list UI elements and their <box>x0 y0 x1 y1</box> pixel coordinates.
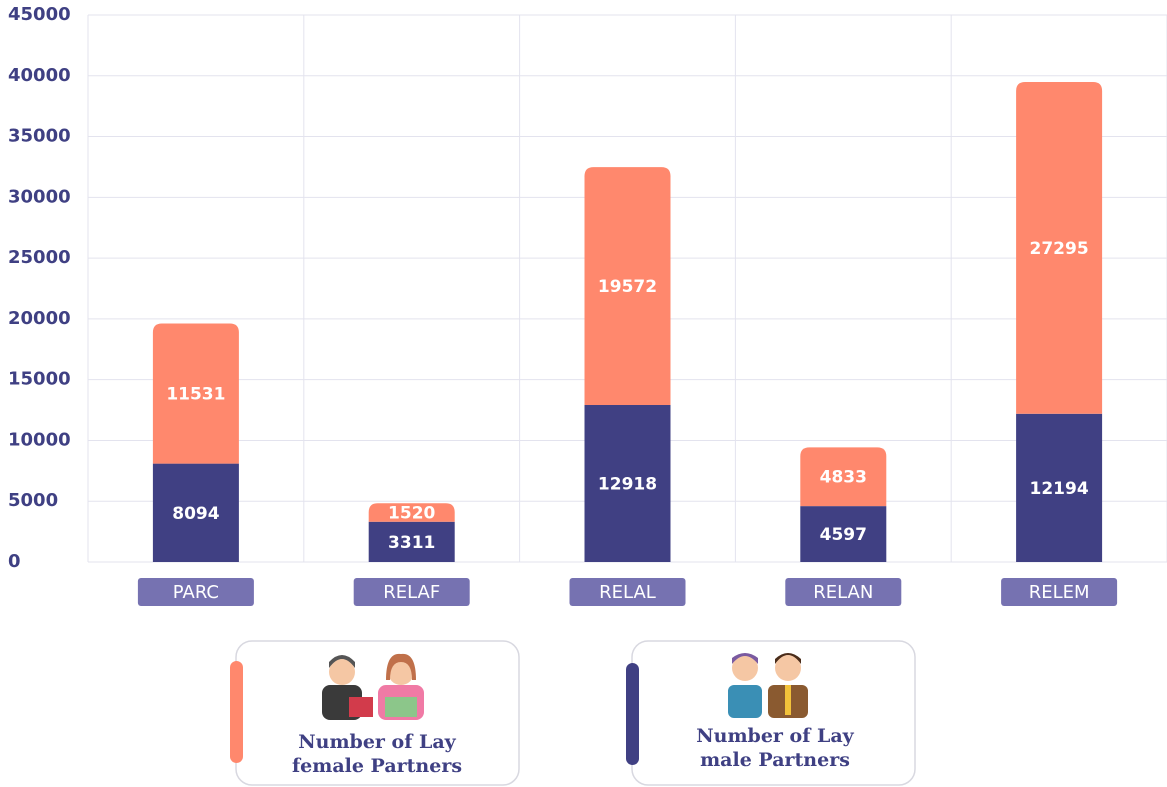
data-label: 3311 <box>388 533 435 553</box>
category-box <box>1001 578 1118 606</box>
category-box <box>785 578 902 606</box>
y-tick-label: 45000 <box>8 4 71 25</box>
y-tick-label: 0 <box>8 551 21 572</box>
x-tick-label: RELEM <box>1029 582 1090 603</box>
data-label: 4597 <box>820 525 867 545</box>
y-tick-label: 10000 <box>8 429 71 450</box>
bar-segment <box>152 463 239 562</box>
x-tick-label: PARC <box>173 582 219 603</box>
x-tick-label: RELAN <box>813 582 873 603</box>
category-box <box>353 578 470 606</box>
bar-segment <box>584 167 671 405</box>
data-label: 12194 <box>1030 479 1089 499</box>
data-label: 11531 <box>166 385 225 405</box>
category-box <box>569 578 686 606</box>
data-label: 8094 <box>172 504 219 524</box>
x-tick-label: RELAF <box>383 582 440 603</box>
y-tick-label: 30000 <box>8 186 71 207</box>
male-icon <box>728 653 808 718</box>
legend-swatch <box>230 661 243 763</box>
data-label: 4833 <box>820 468 867 488</box>
bar-segment <box>800 506 887 562</box>
bar-segment <box>368 503 455 522</box>
legend-label: Number of Lay female Partners <box>291 731 463 777</box>
legend-swatch <box>626 663 639 765</box>
y-tick-label: 40000 <box>8 65 71 86</box>
data-label: 19572 <box>598 277 657 297</box>
bar-segment <box>1016 413 1103 562</box>
y-tick-label: 35000 <box>8 126 71 147</box>
bar-segment <box>368 521 455 562</box>
data-label: 27295 <box>1030 239 1089 259</box>
x-tick-label: RELAL <box>599 582 656 603</box>
bar-segment <box>800 447 887 507</box>
y-tick-label: 5000 <box>8 490 58 511</box>
data-label: 1520 <box>388 504 435 524</box>
female-icon <box>322 653 424 720</box>
bar-segment <box>584 404 671 562</box>
bar-segment <box>1016 81 1103 414</box>
bar-segment <box>152 323 239 464</box>
category-box <box>137 578 254 606</box>
y-tick-label: 25000 <box>8 247 71 268</box>
y-tick-label: 15000 <box>8 369 71 390</box>
data-label: 12918 <box>598 474 657 494</box>
y-tick-label: 20000 <box>8 308 71 329</box>
legend-label: Number of Lay male Partners <box>696 725 854 771</box>
